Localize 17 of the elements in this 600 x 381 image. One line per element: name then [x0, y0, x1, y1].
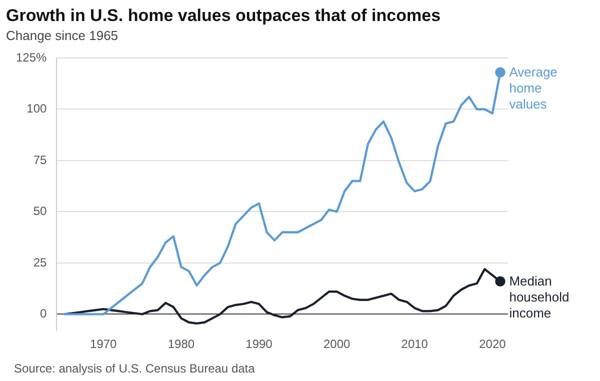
- chart-title: Growth in U.S. home values outpaces that of incomes: [6, 6, 441, 25]
- y-tick-label: 125%: [16, 50, 48, 64]
- y-tick-label: 0: [40, 306, 48, 321]
- x-tick-label: 2020: [479, 337, 506, 352]
- x-tick-label: 1980: [168, 337, 195, 352]
- y-tick-label: 25: [33, 255, 48, 270]
- series-label: Median household income: [509, 273, 570, 320]
- y-tick-label: 50: [33, 204, 48, 218]
- x-tick-label: 2010: [401, 337, 428, 352]
- y-tick-label: 75: [33, 152, 48, 167]
- x-tick-label: 2000: [323, 337, 350, 352]
- source-note: Source: analysis of U.S. Census Bureau data: [14, 361, 256, 376]
- chart-subtitle: Change since 1965: [6, 28, 118, 43]
- x-tick-label: 1990: [246, 337, 273, 352]
- y-tick-label: 100: [26, 102, 48, 116]
- series-label: Average home values: [509, 64, 558, 112]
- x-tick-label: 1970: [90, 337, 118, 352]
